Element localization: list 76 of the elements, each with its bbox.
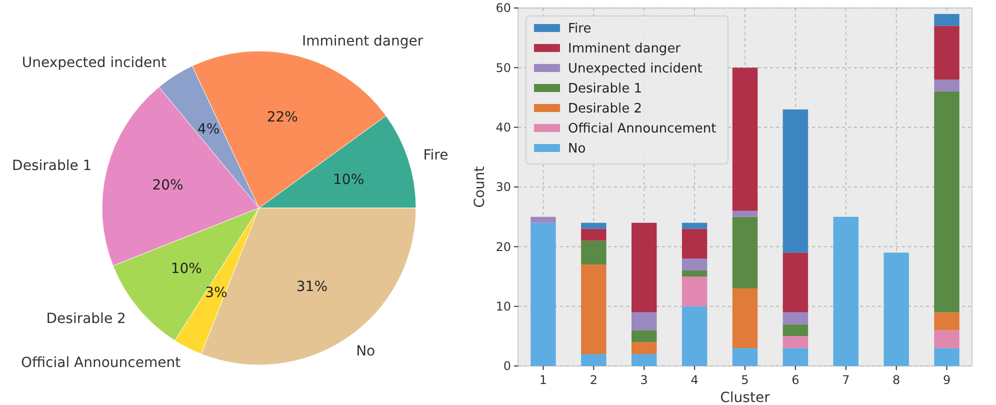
- y-tick-label: 50: [496, 60, 511, 75]
- slice-label: Official Announcement: [20, 354, 182, 371]
- bar: [732, 210, 758, 217]
- x-tick-label: 7: [842, 373, 850, 387]
- legend-label: Desirable 2: [568, 102, 642, 117]
- bar: [581, 228, 606, 241]
- legend-label: Official Announcement: [568, 122, 716, 137]
- y-tick-label: 10: [496, 300, 511, 314]
- legend-label: Desirable 1: [568, 82, 642, 97]
- bar: [934, 312, 960, 330]
- bar: [632, 354, 657, 366]
- slice-label: Desirable 2: [46, 310, 126, 327]
- x-axis-title: Cluster: [720, 390, 770, 405]
- legend-label: Imminent danger: [568, 42, 682, 57]
- y-tick-label: 30: [496, 180, 511, 194]
- x-tick-label: 3: [640, 373, 648, 387]
- bar: [934, 26, 960, 80]
- slice-label: No: [356, 344, 376, 360]
- slice-label: Desirable 1: [12, 158, 92, 174]
- bar: [934, 330, 960, 348]
- x-tick-label: 5: [741, 373, 749, 387]
- bar: [934, 92, 960, 312]
- bar: [782, 109, 808, 253]
- x-tick-label: 4: [690, 373, 698, 387]
- bar: [782, 312, 808, 324]
- y-axis-title: Count: [472, 166, 488, 208]
- bar: [581, 240, 606, 265]
- data-label: 10%: [170, 260, 202, 277]
- y-tick-label: 40: [496, 120, 511, 135]
- bar: [782, 348, 808, 366]
- bar: [934, 348, 960, 366]
- x-tick-label: 9: [942, 373, 951, 387]
- bar: [782, 324, 808, 336]
- bar: [884, 252, 909, 366]
- bar: [682, 222, 708, 229]
- x-tick-label: 1: [539, 373, 548, 387]
- bar: [782, 336, 808, 348]
- y-tick-label: 20: [496, 240, 511, 254]
- legend-label: Fire: [568, 22, 592, 37]
- bar: [732, 68, 758, 211]
- bar: [530, 222, 556, 366]
- data-label: 20%: [152, 177, 184, 194]
- bar: [682, 270, 708, 276]
- y-tick-label: 0: [503, 359, 511, 374]
- data-label: 4%: [197, 121, 220, 138]
- data-label: 22%: [266, 110, 298, 126]
- slice-label: Unexpected incident: [22, 55, 167, 72]
- bar: [581, 264, 606, 354]
- x-tick-label: 6: [792, 373, 800, 387]
- data-label: 31%: [296, 278, 328, 295]
- bar: [632, 330, 657, 342]
- bar: [632, 312, 657, 330]
- bar: [581, 354, 606, 366]
- legend-label: No: [568, 142, 586, 157]
- bar: [682, 306, 708, 366]
- bar: [934, 14, 960, 26]
- bar: [682, 276, 708, 306]
- legend-label: Unexpected incident: [568, 62, 702, 77]
- bar: [581, 222, 606, 229]
- y-tick-label: 60: [496, 1, 511, 16]
- bar: [682, 258, 708, 271]
- bar: [682, 228, 708, 259]
- bar: [732, 288, 758, 348]
- bar: [934, 80, 960, 92]
- x-tick-label: 2: [590, 373, 598, 387]
- data-label: 10%: [333, 172, 364, 188]
- bar: [732, 216, 758, 288]
- slice-label: Imminent danger: [302, 34, 424, 50]
- bar: [782, 252, 808, 312]
- bar: [632, 342, 657, 354]
- bar: [530, 216, 556, 223]
- x-tick-label: 8: [892, 373, 900, 387]
- bar: [833, 216, 858, 366]
- slice-label: Fire: [423, 148, 448, 164]
- bar: [632, 222, 657, 312]
- bar: [732, 348, 758, 366]
